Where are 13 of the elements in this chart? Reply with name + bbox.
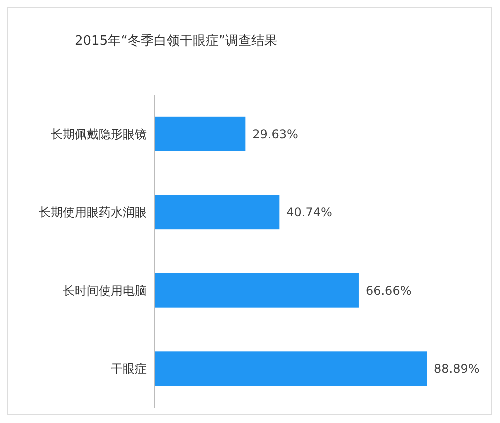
data-label: 29.63% [252,127,298,142]
bar [155,352,427,386]
data-label: 40.74% [286,206,332,220]
y-tick-label: 长期佩戴隐形眼镜 [51,127,147,142]
chart-title: 2015年“冬季白领干眼症”调查结果 [75,34,278,49]
data-label: 88.89% [434,362,480,376]
y-tick-label: 干眼症 [111,362,147,376]
data-label: 66.66% [366,284,412,298]
bar [155,195,280,230]
bar [155,273,359,308]
bar [155,116,246,152]
y-tick-label: 长时间使用电脑 [63,284,147,298]
y-tick-label: 长期使用眼药水润眼 [39,206,147,220]
